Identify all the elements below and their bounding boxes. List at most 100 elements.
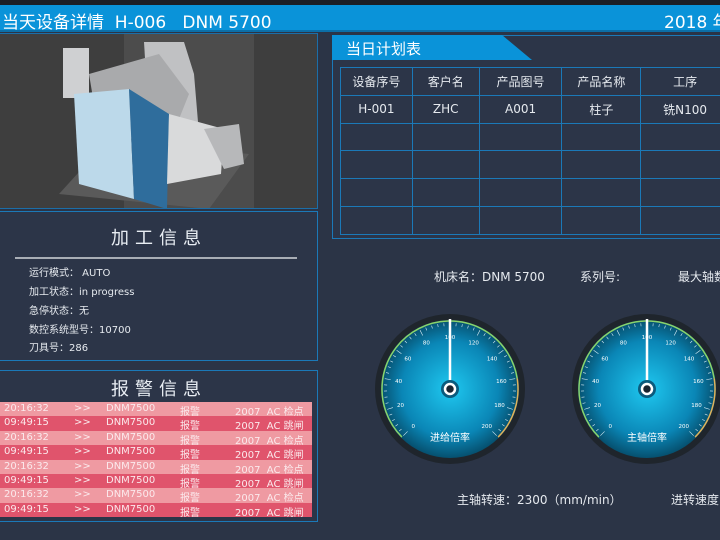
gauge-tick-label: 80	[620, 341, 627, 347]
gauge-tick	[501, 424, 505, 427]
feed-speed: 进转速度	[671, 493, 720, 507]
table-row[interactable]	[340, 205, 720, 235]
alarm-row[interactable]: 09:49:15 >> DNM7500 报警 2007 AC 跳闸	[0, 474, 312, 490]
gauge-tick	[695, 349, 701, 354]
gauge-tick	[658, 324, 660, 328]
field-tool-number: 刀具号：286	[29, 339, 88, 354]
table-row[interactable]	[340, 122, 720, 152]
alarm-type: 报警	[180, 464, 200, 476]
gauge-tick	[634, 324, 636, 328]
gauge-pivot	[443, 382, 457, 396]
gauge-tick	[689, 431, 694, 436]
table-cell	[411, 150, 480, 180]
gauge-tick	[622, 327, 625, 331]
table-cell	[340, 150, 413, 180]
gauge-tick	[606, 336, 609, 340]
table-cell	[561, 205, 642, 235]
table-row[interactable]: H-001 ZHC A001 柱子 铣N100	[340, 94, 720, 124]
table-cell	[640, 122, 720, 152]
gauge-tick	[414, 333, 417, 336]
alarm-row[interactable]: 09:49:15 >> DNM7500 报警 2007 AC 跳闸	[0, 445, 312, 462]
tab-label: 当日计划表	[346, 40, 422, 58]
gauge-tick	[488, 336, 491, 340]
alarm-machine: DNM7500	[106, 475, 156, 486]
gauge-tick	[492, 340, 496, 344]
alarm-type: 报警	[180, 450, 200, 462]
alarm-sep: >>	[74, 475, 91, 486]
gauge-arc-normal	[381, 320, 518, 438]
alarm-panel: 报警信息 20:16:32 >> DNM7500 报警 2007 AC 检点 09:49:…	[0, 370, 318, 522]
alarm-machine: DNM7500	[106, 489, 156, 501]
gauge-tick-label: 20	[397, 403, 404, 409]
gauge-tick-label: 120	[665, 341, 676, 347]
alarm-row[interactable]: 20:16:32 >> DNM7500 报警 2007 AC 检点	[0, 488, 312, 505]
gauge-tick-label: 40	[395, 379, 402, 385]
alarm-sep: >>	[74, 489, 91, 501]
table-cell	[478, 122, 563, 152]
field-value: 10700	[99, 325, 131, 336]
gauge-tick	[584, 366, 588, 368]
gauge-tick	[611, 333, 614, 336]
gauge-tick	[389, 413, 393, 416]
gauge-tick	[385, 372, 390, 374]
gauge-tick	[689, 340, 693, 344]
alarm-machine: DNM7500	[106, 417, 156, 429]
spindle-speed: 主轴转速：2300（mm/min）	[457, 493, 622, 507]
alarm-type: 报警	[180, 479, 200, 490]
field-value: 286	[69, 343, 89, 354]
column-header: 产品名称	[561, 67, 642, 96]
gauge-tick	[437, 324, 439, 328]
gauge-tick	[419, 330, 424, 336]
machine-name: 机床名：DNM 5700	[434, 270, 545, 284]
gauge-tick	[395, 424, 399, 427]
gauge-arc-high	[497, 378, 519, 438]
gauge-tick	[385, 402, 389, 404]
table-header-row: 设备序号 客户名 产品图号 产品名称 工序	[340, 67, 720, 96]
gauge-tick	[669, 327, 672, 331]
alarm-row[interactable]: 20:16:32 >> DNM7500 报警 2007 AC 检点	[0, 402, 312, 418]
plan-table: 设备序号 客户名 产品图号 产品名称 工序 H-001 ZHC A001 柱子 铣N100	[340, 67, 720, 235]
gauge-tick-label: 180	[494, 403, 505, 409]
alarm-msg: 2007 AC 检点	[235, 493, 304, 505]
alarm-sep: >>	[74, 431, 91, 443]
field-cnc-model: 数控系统型号：10700	[29, 321, 131, 336]
gauge-tick-label: 80	[423, 341, 430, 347]
alarm-row[interactable]: 20:16:32 >> DNM7500 报警 2007 AC 检点	[0, 430, 312, 447]
table-row[interactable]	[340, 150, 720, 180]
table-cell	[478, 178, 563, 207]
gauge-tick	[592, 424, 596, 427]
gauge-tick-label: 0	[411, 424, 415, 430]
gauge-tick	[467, 325, 469, 329]
gauge-tick-label: 160	[693, 379, 704, 385]
gauge-tick	[601, 340, 605, 344]
alarm-row[interactable]: 20:16:32 >> DNM7500 报警 2007 AC 检点	[0, 459, 312, 476]
gauge-tick-label: 200	[679, 424, 690, 430]
alarm-row[interactable]: 09:49:15 >> DNM7500 报警 2007 AC 跳闸	[0, 416, 312, 432]
table-cell	[411, 178, 480, 207]
gauge-tick	[507, 413, 511, 416]
table-row[interactable]	[340, 178, 720, 207]
gauge-tick	[616, 330, 621, 336]
gauge-tick	[707, 372, 712, 374]
gauge-tick	[706, 378, 713, 380]
table-cell: ZHC	[411, 94, 480, 124]
gauge-tick-label: 20	[594, 403, 601, 409]
table-cell	[340, 205, 413, 235]
table-cell: H-001	[340, 94, 413, 124]
gauge-tick	[628, 325, 630, 329]
gauge-tick	[600, 431, 605, 436]
tab-daily-plan[interactable]: 当日计划表	[332, 35, 532, 60]
gauge-tick-label: 160	[496, 379, 507, 385]
gauge-tick	[706, 366, 710, 368]
alarm-time: 09:49:15	[4, 417, 49, 429]
alarm-row[interactable]: 09:49:15 >> DNM7500 报警 2007 AC 跳闸	[0, 502, 312, 519]
table-cell	[411, 122, 480, 152]
alarm-time: 20:16:32	[4, 431, 49, 443]
gauge-tick	[698, 424, 702, 427]
field-label: 急停状态：	[29, 306, 79, 317]
gauge-tick	[396, 349, 402, 354]
alarm-time: 09:49:15	[4, 475, 49, 486]
table-cell	[340, 122, 413, 152]
gauge-label: 主轴倍率	[627, 431, 667, 444]
gauge-tick	[384, 378, 391, 380]
